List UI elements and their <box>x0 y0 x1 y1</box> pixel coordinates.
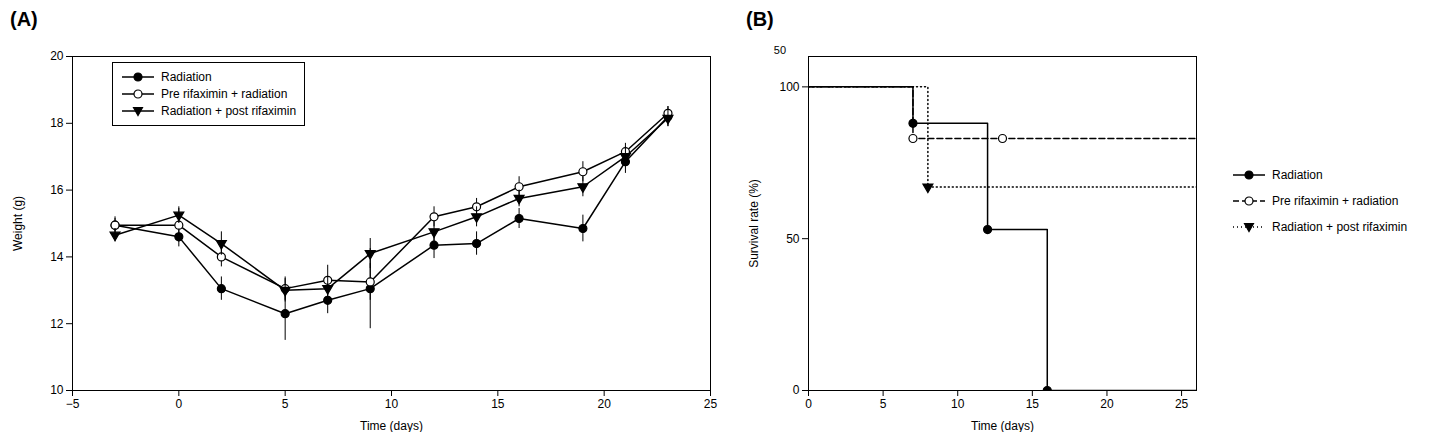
svg-text:Time (days): Time (days) <box>971 419 1034 433</box>
svg-text:18: 18 <box>50 116 64 130</box>
svg-text:25: 25 <box>704 397 718 411</box>
html-text:(B): (B) <box>746 8 774 30</box>
svg-text:10: 10 <box>951 397 965 411</box>
html-text:Pre rifaximin + radiation: Pre rifaximin + radiation <box>1272 194 1399 208</box>
svg-text:14: 14 <box>50 250 64 264</box>
svg-text:0: 0 <box>793 383 800 397</box>
html-text:(A): (A) <box>10 8 38 30</box>
svg-text:0: 0 <box>175 397 182 411</box>
svg-text:Time (days): Time (days) <box>360 419 423 433</box>
html-text:Radiation: Radiation <box>161 70 212 84</box>
svg-text:15: 15 <box>491 397 505 411</box>
svg-text:16: 16 <box>50 183 64 197</box>
svg-text:15: 15 <box>1026 397 1040 411</box>
svg-text:10: 10 <box>50 383 64 397</box>
svg-text:5: 5 <box>282 397 289 411</box>
html-text:Pre rifaximin + radiation: Pre rifaximin + radiation <box>161 87 288 101</box>
svg-text:0: 0 <box>805 397 812 411</box>
svg-text:5: 5 <box>880 397 887 411</box>
html-text:Radiation: Radiation <box>1272 168 1323 182</box>
svg-text:20: 20 <box>1100 397 1114 411</box>
svg-text:20: 20 <box>597 397 611 411</box>
svg-text:Weight (g): Weight (g) <box>11 196 25 251</box>
svg-text:−5: −5 <box>66 397 80 411</box>
svg-text:12: 12 <box>50 317 64 331</box>
svg-text:50: 50 <box>786 232 800 246</box>
svg-text:20: 20 <box>50 49 64 63</box>
svg-text:50: 50 <box>774 44 786 56</box>
html-text:Radiation + post rifaximin: Radiation + post rifaximin <box>1272 220 1408 234</box>
svg-text:25: 25 <box>1175 397 1189 411</box>
svg-text:Survival rate (%): Survival rate (%) <box>747 179 761 268</box>
svg-text:100: 100 <box>779 80 799 94</box>
svg-text:10: 10 <box>385 397 399 411</box>
html-text:Radiation + post rifaximin: Radiation + post rifaximin <box>161 104 297 118</box>
